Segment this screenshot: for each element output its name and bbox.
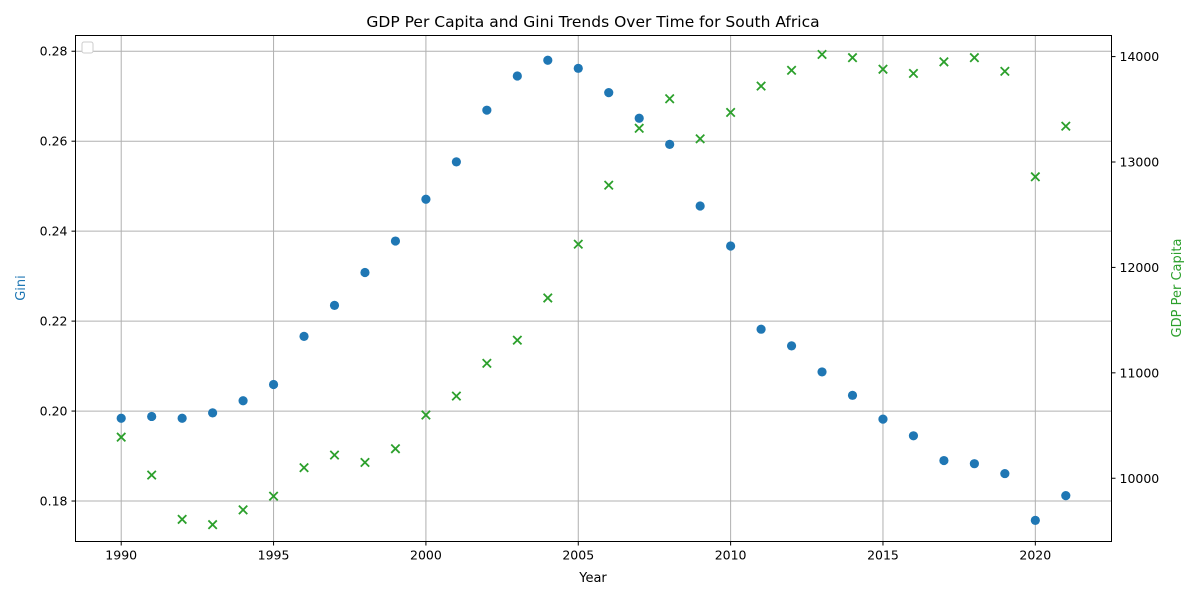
- gdp-point: [725, 107, 736, 118]
- gini-point: [604, 88, 614, 98]
- gdp-point: [847, 52, 858, 63]
- gini-point: [177, 413, 187, 423]
- x-tick-label: 2015: [867, 548, 899, 563]
- gini-point: [1030, 515, 1040, 525]
- gdp-point: [512, 335, 523, 345]
- gdp-point: [878, 64, 888, 75]
- gini-point: [939, 455, 949, 466]
- gdp-point: [664, 93, 675, 104]
- gdp-point: [603, 180, 614, 191]
- gini-point: [847, 390, 858, 400]
- y-right-tick-label: 13000: [1120, 155, 1160, 170]
- gdp-point: [542, 293, 553, 303]
- x-tick-label: 2005: [562, 548, 594, 563]
- gini-point: [634, 113, 644, 123]
- gdp-point: [817, 49, 827, 60]
- gini-point: [482, 105, 492, 115]
- gini-point: [878, 414, 888, 424]
- gini-point: [543, 55, 553, 65]
- gdp-point: [695, 133, 705, 144]
- x-tick-label: 1990: [105, 548, 137, 563]
- gdp-point: [908, 68, 919, 79]
- x-tick-label: 2010: [715, 548, 747, 563]
- gdp-point: [421, 410, 431, 420]
- gdp-point: [238, 505, 248, 515]
- x-tick-label: 2020: [1019, 548, 1051, 563]
- y-axis-right-title: GDP Per Capita: [1170, 239, 1185, 338]
- gdp-point: [1060, 121, 1071, 131]
- gdp-point: [482, 358, 492, 369]
- gdp-point: [634, 123, 645, 134]
- gini-point: [116, 413, 126, 423]
- gini-point: [726, 241, 736, 251]
- gdp-point: [116, 432, 127, 442]
- ticks-layer: 1990 1995 2000 2005 2010 2015 2020 0.18 0.20 0.22…: [40, 44, 1160, 563]
- gdp-point: [146, 470, 157, 480]
- gdp-point: [268, 491, 279, 502]
- gdp-point: [1030, 171, 1041, 182]
- legend-box: [81, 41, 94, 54]
- gdp-point: [573, 239, 584, 250]
- chart-title: GDP Per Capita and Gini Trends Over Time…: [366, 13, 819, 31]
- gdp-point: [177, 514, 187, 525]
- plot-frame: [75, 35, 1112, 542]
- gini-point: [756, 324, 766, 334]
- gini-point: [147, 411, 157, 422]
- y-axis-left-title: Gini: [14, 275, 29, 301]
- marks-layer: [116, 49, 1071, 530]
- gdp-point: [299, 462, 309, 473]
- gini-point: [695, 201, 705, 211]
- gdp-point: [329, 450, 340, 460]
- gini-point: [786, 341, 797, 351]
- y-left-tick-label: 0.18: [40, 494, 68, 509]
- gdp-point: [1000, 66, 1010, 77]
- gdp-point: [360, 457, 370, 468]
- x-tick-label: 2000: [410, 548, 442, 563]
- gini-point: [908, 431, 919, 441]
- gdp-point: [451, 391, 462, 401]
- x-axis-title: Year: [578, 571, 607, 586]
- gini-point: [512, 71, 522, 81]
- x-tick-label: 1995: [258, 548, 290, 563]
- gini-point: [268, 379, 279, 390]
- gini-point: [329, 300, 340, 310]
- gini-point: [208, 408, 218, 418]
- gini-point: [665, 139, 675, 149]
- y-left-tick-label: 0.24: [40, 224, 68, 239]
- gini-point: [299, 331, 309, 342]
- gini-point: [573, 63, 583, 73]
- y-left-tick-label: 0.26: [40, 134, 68, 149]
- y-right-tick-label: 11000: [1120, 365, 1160, 380]
- gdp-point: [969, 52, 980, 63]
- gdp-point: [786, 65, 797, 76]
- y-left-tick-label: 0.22: [40, 314, 68, 329]
- y-left-tick-label: 0.28: [40, 44, 68, 59]
- gini-point: [238, 396, 248, 406]
- y-right-tick-label: 14000: [1120, 49, 1160, 64]
- gini-point: [817, 367, 827, 377]
- gdp-point: [390, 443, 401, 454]
- gini-point: [451, 157, 461, 167]
- gdp-point: [939, 57, 949, 67]
- gini-point: [390, 236, 401, 246]
- gini-point: [360, 267, 370, 278]
- gdp-point: [207, 519, 218, 530]
- y-right-tick-label: 12000: [1120, 260, 1160, 275]
- gini-point: [969, 459, 979, 469]
- gini-point: [1061, 491, 1071, 501]
- gdp-point: [756, 81, 766, 91]
- grid-layer: [75, 35, 1112, 542]
- gini-point: [421, 194, 431, 204]
- gini-point: [1000, 468, 1010, 479]
- y-left-tick-label: 0.20: [40, 404, 68, 419]
- y-right-tick-label: 10000: [1120, 471, 1160, 486]
